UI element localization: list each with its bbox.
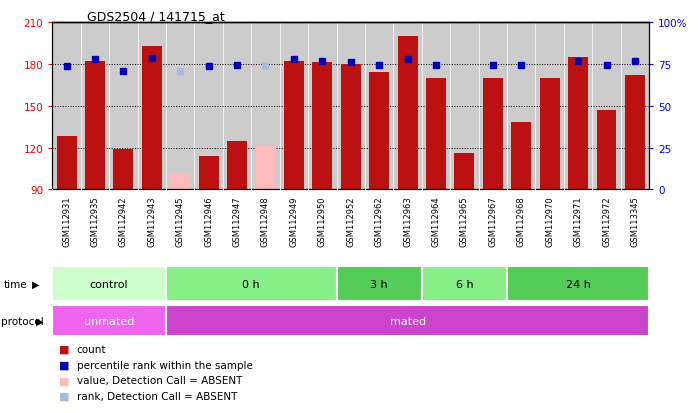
Text: GSM112968: GSM112968 [517,196,526,247]
Bar [597,111,616,190]
Text: GSM112962: GSM112962 [375,196,384,247]
Text: GSM112965: GSM112965 [460,196,469,247]
Text: ■: ■ [59,360,70,370]
Bar [199,157,218,190]
Text: 3 h: 3 h [371,279,388,289]
Text: GSM112967: GSM112967 [489,196,498,247]
Text: GSM112942: GSM112942 [119,196,128,246]
Bar [85,62,105,190]
Bar [52,306,166,337]
Bar [142,46,162,190]
Text: ▶: ▶ [36,316,44,326]
Bar [454,154,475,190]
Text: GSM112952: GSM112952 [346,196,355,246]
Bar [114,150,133,190]
Text: GSM112949: GSM112949 [290,196,299,246]
Text: GSM112935: GSM112935 [91,196,100,247]
Bar [313,63,332,190]
Text: control: control [90,279,128,289]
Bar [483,78,503,190]
Text: GSM112950: GSM112950 [318,196,327,246]
Text: ■: ■ [59,344,70,354]
Text: 0 h: 0 h [242,279,260,289]
Bar [255,147,276,190]
Bar [227,141,247,190]
Text: ▶: ▶ [32,279,40,289]
Text: ■: ■ [59,391,70,401]
Text: percentile rank within the sample: percentile rank within the sample [77,360,253,370]
Text: rank, Detection Call = ABSENT: rank, Detection Call = ABSENT [77,391,237,401]
Text: time: time [3,279,27,289]
Bar [57,137,77,190]
Text: ■: ■ [59,375,70,385]
Text: GSM112971: GSM112971 [574,196,583,247]
Text: GSM112972: GSM112972 [602,196,611,247]
Text: value, Detection Call = ABSENT: value, Detection Call = ABSENT [77,375,242,385]
Bar [52,266,166,301]
Bar [540,78,560,190]
Text: GSM112946: GSM112946 [204,196,213,247]
Bar [426,78,446,190]
Text: 24 h: 24 h [565,279,591,289]
Bar [625,76,645,190]
Bar [284,62,304,190]
Text: GSM112931: GSM112931 [62,196,71,247]
Text: GSM112947: GSM112947 [232,196,242,247]
Text: GSM112964: GSM112964 [431,196,440,247]
Text: GSM113345: GSM113345 [630,196,639,247]
Text: GSM112970: GSM112970 [545,196,554,247]
Text: unmated: unmated [84,316,135,326]
Bar [166,306,649,337]
Bar [568,57,588,190]
Text: GSM112945: GSM112945 [176,196,185,246]
Bar [170,173,190,190]
Text: 6 h: 6 h [456,279,473,289]
Bar [336,266,422,301]
Bar [512,123,531,190]
Bar [507,266,649,301]
Text: count: count [77,344,106,354]
Text: mated: mated [389,316,426,326]
Bar [341,64,361,190]
Bar [369,73,389,190]
Bar [422,266,507,301]
Text: protocol: protocol [1,316,43,326]
Bar [398,37,417,190]
Text: GSM112943: GSM112943 [147,196,156,247]
Text: GSM112948: GSM112948 [261,196,270,247]
Text: GSM112963: GSM112963 [403,196,412,247]
Bar [166,266,336,301]
Text: GDS2504 / 141715_at: GDS2504 / 141715_at [87,10,225,23]
